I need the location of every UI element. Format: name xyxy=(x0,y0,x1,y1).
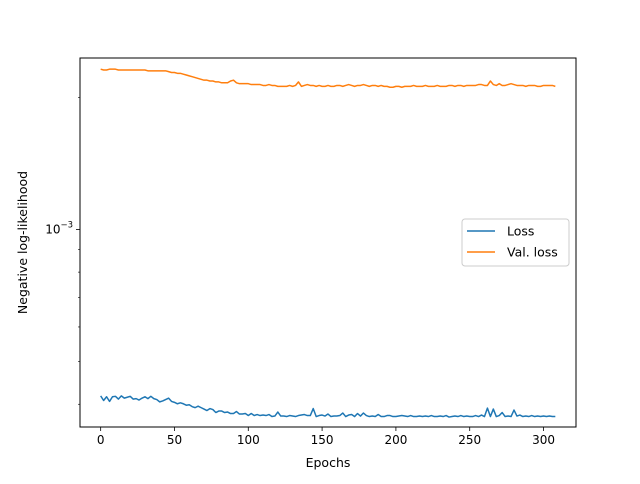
legend-label-1: Val. loss xyxy=(507,245,558,260)
x-tick-label: 50 xyxy=(167,433,182,447)
x-axis-label: Epochs xyxy=(306,455,351,470)
x-axis-ticks: 0 50 100 150 200 250 300 xyxy=(97,427,555,447)
plot-frame xyxy=(79,57,577,428)
series-line-1 xyxy=(100,68,556,88)
x-tick-label: 100 xyxy=(237,433,260,447)
y-axis-label: Negative log-likelihood xyxy=(15,171,30,314)
x-tick-label: 150 xyxy=(311,433,334,447)
y-axis-ticks: 10−3 xyxy=(45,97,80,405)
x-tick-label: 200 xyxy=(384,433,407,447)
legend: Loss Val. loss xyxy=(461,218,570,267)
x-tick-label: 300 xyxy=(532,433,555,447)
series-line-0 xyxy=(100,395,556,418)
x-tick-label: 250 xyxy=(458,433,481,447)
legend-label-0: Loss xyxy=(507,224,534,239)
series-layer xyxy=(100,68,556,418)
x-tick-label: 0 xyxy=(97,433,105,447)
y-tick-label: 10−3 xyxy=(45,221,73,237)
